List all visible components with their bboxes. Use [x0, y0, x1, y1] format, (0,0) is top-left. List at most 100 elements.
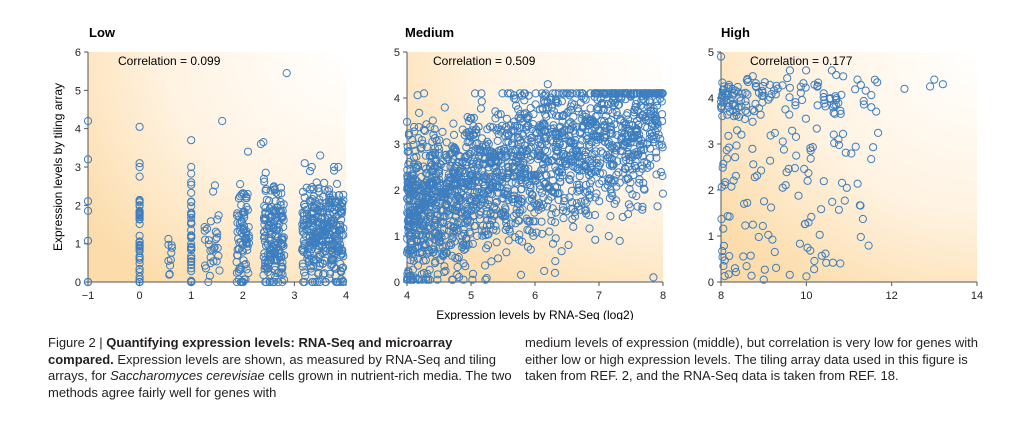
data-point — [646, 106, 655, 115]
data-point — [441, 266, 450, 275]
data-point — [541, 89, 550, 98]
data-point — [417, 172, 426, 182]
data-point — [504, 236, 513, 245]
data-point — [428, 116, 437, 125]
data-point — [615, 236, 624, 245]
data-point — [566, 118, 575, 127]
data-point — [542, 112, 551, 121]
y-tick-label: 3 — [708, 139, 714, 151]
data-point — [404, 129, 414, 138]
data-point — [834, 205, 844, 214]
x-tick-label: 5 — [468, 290, 474, 302]
data-point — [187, 188, 196, 197]
data-point — [573, 165, 583, 174]
data-point — [204, 236, 213, 245]
data-point — [855, 201, 865, 210]
data-point — [719, 159, 728, 168]
data-point — [424, 225, 433, 234]
data-point — [462, 234, 471, 243]
data-point — [537, 89, 547, 98]
data-point — [819, 93, 828, 102]
panel-medium-correlation: Correlation = 0.509 — [433, 54, 536, 68]
data-point — [842, 183, 851, 192]
data-point — [421, 151, 430, 160]
data-point — [236, 180, 245, 189]
data-point — [135, 196, 144, 206]
data-point — [415, 226, 424, 235]
data-point — [604, 232, 613, 241]
data-point — [210, 181, 219, 190]
data-point — [853, 179, 862, 188]
data-point — [853, 75, 862, 84]
data-point — [557, 97, 567, 106]
data-point — [526, 245, 535, 254]
data-point — [337, 215, 346, 224]
data-point — [606, 129, 616, 138]
data-point — [306, 264, 316, 273]
data-point — [569, 120, 578, 130]
data-point — [299, 215, 308, 224]
data-point — [425, 180, 434, 189]
data-point — [523, 113, 533, 123]
data-point — [803, 176, 812, 185]
data-point — [526, 155, 535, 164]
data-point — [748, 144, 757, 153]
data-point — [417, 231, 426, 240]
data-point — [317, 214, 326, 223]
data-point — [479, 159, 488, 168]
data-point — [718, 163, 727, 172]
data-point — [602, 151, 611, 160]
data-point — [766, 131, 775, 140]
data-point — [260, 215, 269, 225]
data-point — [438, 192, 447, 201]
data-point — [336, 266, 345, 275]
data-point — [236, 237, 246, 246]
data-point — [301, 271, 310, 280]
data-point — [720, 256, 729, 265]
data-point — [405, 157, 414, 167]
data-point — [486, 189, 495, 198]
data-point — [525, 216, 534, 225]
data-point — [605, 194, 614, 203]
data-point — [646, 153, 655, 162]
data-point — [135, 272, 144, 281]
data-point — [867, 91, 876, 100]
data-point — [335, 204, 344, 213]
data-point — [528, 120, 538, 129]
data-point — [552, 166, 561, 175]
data-point — [260, 220, 269, 229]
data-point — [215, 266, 224, 275]
data-point — [135, 219, 144, 229]
data-point — [187, 252, 196, 261]
data-point — [455, 168, 464, 178]
data-point — [187, 267, 196, 276]
data-point — [794, 191, 803, 200]
y-tick-label: 1 — [75, 239, 81, 251]
data-point — [820, 96, 829, 105]
data-point — [550, 183, 560, 192]
data-point — [187, 239, 196, 249]
data-point — [566, 89, 575, 98]
data-point — [518, 205, 527, 214]
data-point — [515, 89, 525, 98]
data-point — [278, 211, 287, 220]
data-point — [213, 229, 222, 238]
data-point — [724, 80, 734, 90]
data-point — [451, 212, 460, 221]
data-point — [441, 201, 450, 210]
data-point — [624, 124, 633, 134]
data-point — [238, 208, 247, 217]
data-point — [652, 148, 661, 157]
data-point — [576, 98, 585, 107]
data-point — [214, 211, 223, 220]
data-point — [516, 136, 525, 145]
data-point — [204, 240, 213, 249]
data-point — [83, 236, 93, 245]
data-point — [718, 246, 727, 256]
data-point — [300, 277, 309, 287]
data-point — [412, 230, 421, 239]
data-point — [240, 213, 249, 222]
data-point — [567, 122, 577, 131]
data-point — [337, 249, 346, 258]
